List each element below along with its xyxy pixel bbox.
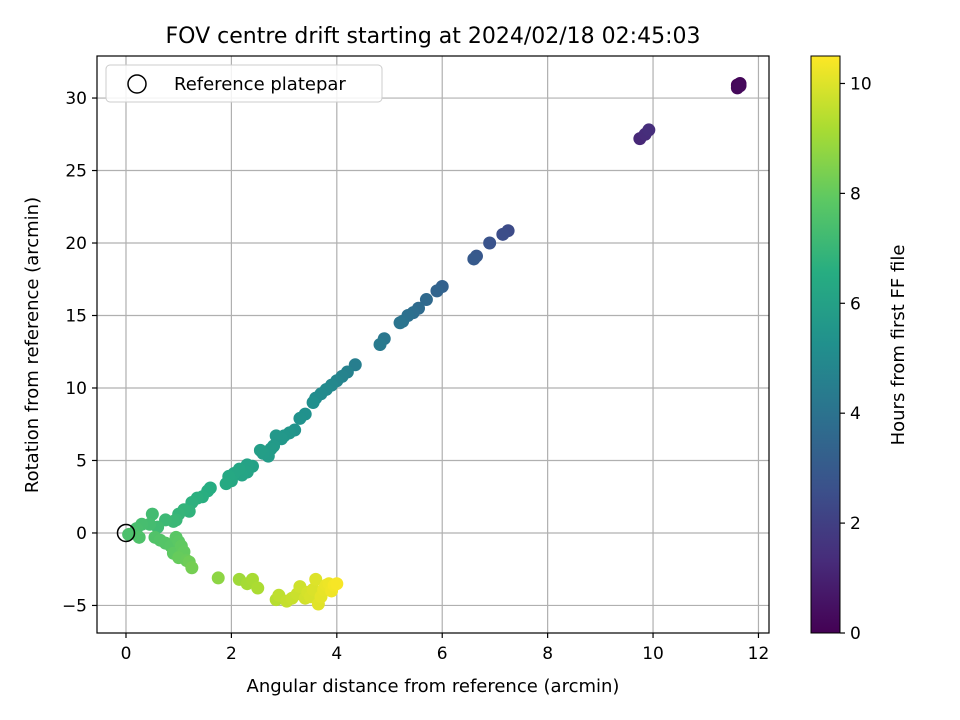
x-tick-label: 6 (437, 644, 448, 664)
legend-reference-icon (127, 74, 147, 94)
y-tick-label: 30 (65, 89, 87, 109)
y-tick-label: 25 (65, 162, 87, 182)
data-point (393, 316, 407, 330)
colorbar-tick-label: 6 (850, 294, 861, 314)
legend: Reference platepar (105, 64, 383, 103)
legend-box (105, 64, 383, 103)
data-point (132, 530, 146, 544)
colorbar-ticks: 0 2 4 6 8 10 (840, 74, 872, 644)
data-point (219, 477, 233, 491)
x-tick-label: 4 (331, 644, 342, 664)
data-point (483, 236, 497, 250)
plot-background (97, 56, 769, 633)
x-axis-ticks: 0 2 4 6 8 10 12 (121, 633, 770, 664)
data-point (642, 123, 656, 137)
data-point (251, 581, 265, 595)
data-point (309, 572, 323, 586)
data-point (496, 227, 510, 241)
x-axis-label: Angular distance from reference (arcmin) (247, 676, 620, 697)
x-tick-label: 2 (226, 644, 237, 664)
y-tick-label: 10 (65, 379, 87, 399)
y-tick-label: 0 (76, 524, 87, 544)
data-point (122, 527, 136, 541)
x-tick-label: 12 (748, 644, 770, 664)
data-point (373, 338, 387, 351)
data-point (306, 395, 320, 409)
chart-title: FOV centre drift starting at 2024/02/18 … (166, 24, 701, 49)
y-tick-label: −5 (62, 596, 87, 616)
colorbar-tick-label: 4 (850, 404, 861, 424)
data-point (419, 293, 433, 307)
data-point (467, 252, 481, 266)
plot-frame (96, 55, 770, 634)
colorbar-label: Hours from first FF file (888, 245, 909, 446)
colorbar-tick-label: 2 (850, 514, 861, 534)
colorbar-tick-label: 8 (850, 184, 861, 204)
colorbar-gradient (810, 55, 841, 634)
data-point (293, 411, 307, 425)
data-point (185, 561, 199, 575)
y-axis-ticks: −5 0 5 10 15 20 25 30 (62, 89, 97, 616)
grid-lines (97, 56, 769, 633)
legend-entry-label: Reference platepar (174, 74, 346, 95)
y-tick-label: 20 (65, 234, 87, 254)
x-tick-label: 10 (642, 644, 664, 664)
data-point (253, 443, 267, 457)
x-tick-label: 0 (121, 644, 132, 664)
x-tick-label: 8 (542, 644, 553, 664)
data-point (733, 79, 747, 93)
data-points (122, 77, 747, 611)
y-axis-label: Rotation from reference (arcmin) (22, 197, 43, 493)
reference-marker (116, 523, 136, 543)
data-point (145, 507, 159, 521)
y-tick-label: 15 (65, 307, 87, 327)
data-point (330, 577, 344, 591)
y-tick-label: 5 (76, 451, 87, 471)
colorbar-tick-label: 10 (850, 74, 872, 94)
plot-area (96, 55, 770, 634)
data-point (269, 429, 283, 443)
colorbar: 0 2 4 6 8 10 Hours from first FF file (810, 55, 909, 644)
colorbar-tick-label: 0 (850, 624, 861, 644)
data-point (430, 284, 444, 298)
data-point (211, 571, 225, 585)
